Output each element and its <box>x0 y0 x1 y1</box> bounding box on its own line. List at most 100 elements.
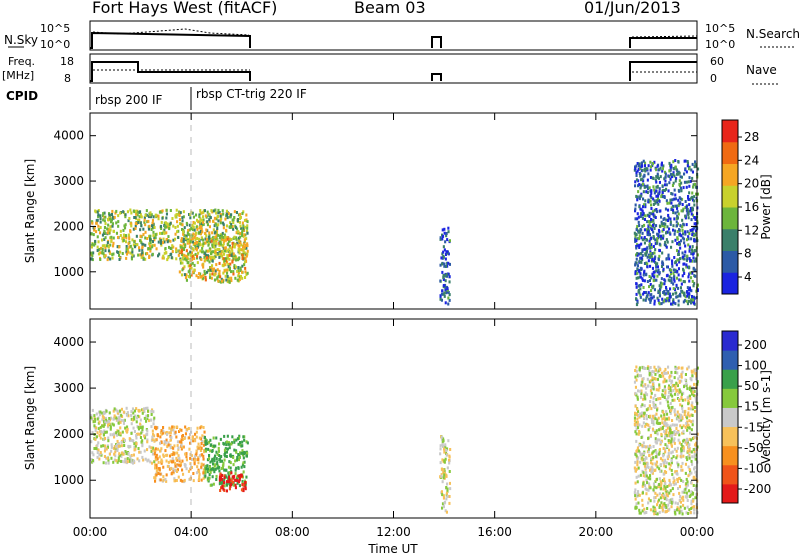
data-cell <box>686 483 689 487</box>
data-cell <box>661 417 664 421</box>
data-cell <box>204 214 207 218</box>
data-cell <box>441 262 444 266</box>
data-cell <box>177 454 180 458</box>
data-cell <box>639 272 642 276</box>
data-cell <box>204 466 207 470</box>
data-cell <box>665 495 668 499</box>
data-cell <box>655 208 658 211</box>
data-cell <box>149 239 152 242</box>
data-cell <box>666 298 669 302</box>
data-cell <box>443 262 446 266</box>
data-cell <box>139 228 142 232</box>
data-cell <box>673 410 676 414</box>
data-cell <box>688 167 691 171</box>
data-cell <box>185 254 188 258</box>
data-cell <box>135 209 138 213</box>
data-cell <box>217 211 220 215</box>
data-cell <box>659 281 662 285</box>
data-cell <box>103 226 106 229</box>
data-cell <box>142 458 145 462</box>
data-cell <box>678 441 681 445</box>
data-cell <box>646 220 649 224</box>
data-cell <box>127 242 130 246</box>
data-cell <box>652 400 655 404</box>
data-cell <box>111 215 114 219</box>
data-cell <box>163 251 166 255</box>
data-cell <box>676 258 679 262</box>
data-cell <box>134 245 137 249</box>
data-cell <box>203 253 206 257</box>
data-cell <box>226 236 229 239</box>
data-cell <box>165 473 168 477</box>
data-cell <box>118 453 121 457</box>
colorbar-tick-label: 200 <box>744 338 767 352</box>
data-cell <box>109 427 112 431</box>
data-cell <box>641 444 644 448</box>
data-cell <box>117 214 120 218</box>
data-cell <box>165 438 168 442</box>
data-cell <box>182 232 185 236</box>
data-cell <box>678 391 681 395</box>
data-cell <box>652 203 655 206</box>
data-cell <box>109 257 112 261</box>
data-cell <box>690 389 693 393</box>
data-cell <box>237 230 240 234</box>
data-cell <box>183 463 186 466</box>
data-cell <box>691 455 694 459</box>
data-cell <box>133 459 136 463</box>
data-cell <box>151 438 154 442</box>
data-cell <box>638 243 641 247</box>
data-cell <box>690 490 693 494</box>
data-cell <box>439 263 442 267</box>
data-cell <box>649 246 652 250</box>
data-cell <box>223 249 226 253</box>
data-cell <box>237 239 240 243</box>
data-cell <box>693 249 696 253</box>
data-cell <box>226 280 229 284</box>
data-cell <box>190 266 193 270</box>
data-cell <box>634 404 637 408</box>
data-cell <box>95 221 98 225</box>
data-cell <box>243 450 246 454</box>
data-cell <box>638 172 641 175</box>
data-cell <box>671 198 674 202</box>
data-cell <box>693 259 696 263</box>
data-cell <box>146 220 149 224</box>
data-cell <box>96 455 99 459</box>
data-cell <box>645 471 648 475</box>
data-cell <box>104 420 107 424</box>
data-cell <box>672 388 675 392</box>
data-cell <box>647 259 650 263</box>
data-cell <box>675 220 678 224</box>
data-cell <box>683 280 686 284</box>
data-cell <box>199 243 202 247</box>
data-cell <box>686 458 689 462</box>
data-cell <box>112 229 115 233</box>
data-cell <box>642 481 645 485</box>
data-cell <box>243 238 246 242</box>
data-cell <box>639 473 642 477</box>
data-cell <box>663 480 666 484</box>
data-cell <box>652 284 655 288</box>
data-cell <box>181 256 184 260</box>
data-cell <box>662 447 665 450</box>
data-cell <box>162 454 165 458</box>
data-cell <box>655 486 658 490</box>
data-cell <box>216 252 219 255</box>
data-cell <box>103 244 106 248</box>
data-cell <box>157 460 160 464</box>
data-cell <box>634 209 637 213</box>
data-cell <box>93 243 96 247</box>
data-cell <box>648 275 651 278</box>
data-cell <box>633 466 636 470</box>
data-cell <box>118 452 121 456</box>
data-cell <box>656 270 659 274</box>
data-cell <box>665 470 668 474</box>
data-cell <box>241 248 244 252</box>
data-cell <box>655 477 658 481</box>
data-cell <box>107 423 110 427</box>
data-cell <box>642 205 645 209</box>
data-cell <box>441 237 444 241</box>
data-cell <box>658 230 661 234</box>
data-cell <box>125 452 128 456</box>
